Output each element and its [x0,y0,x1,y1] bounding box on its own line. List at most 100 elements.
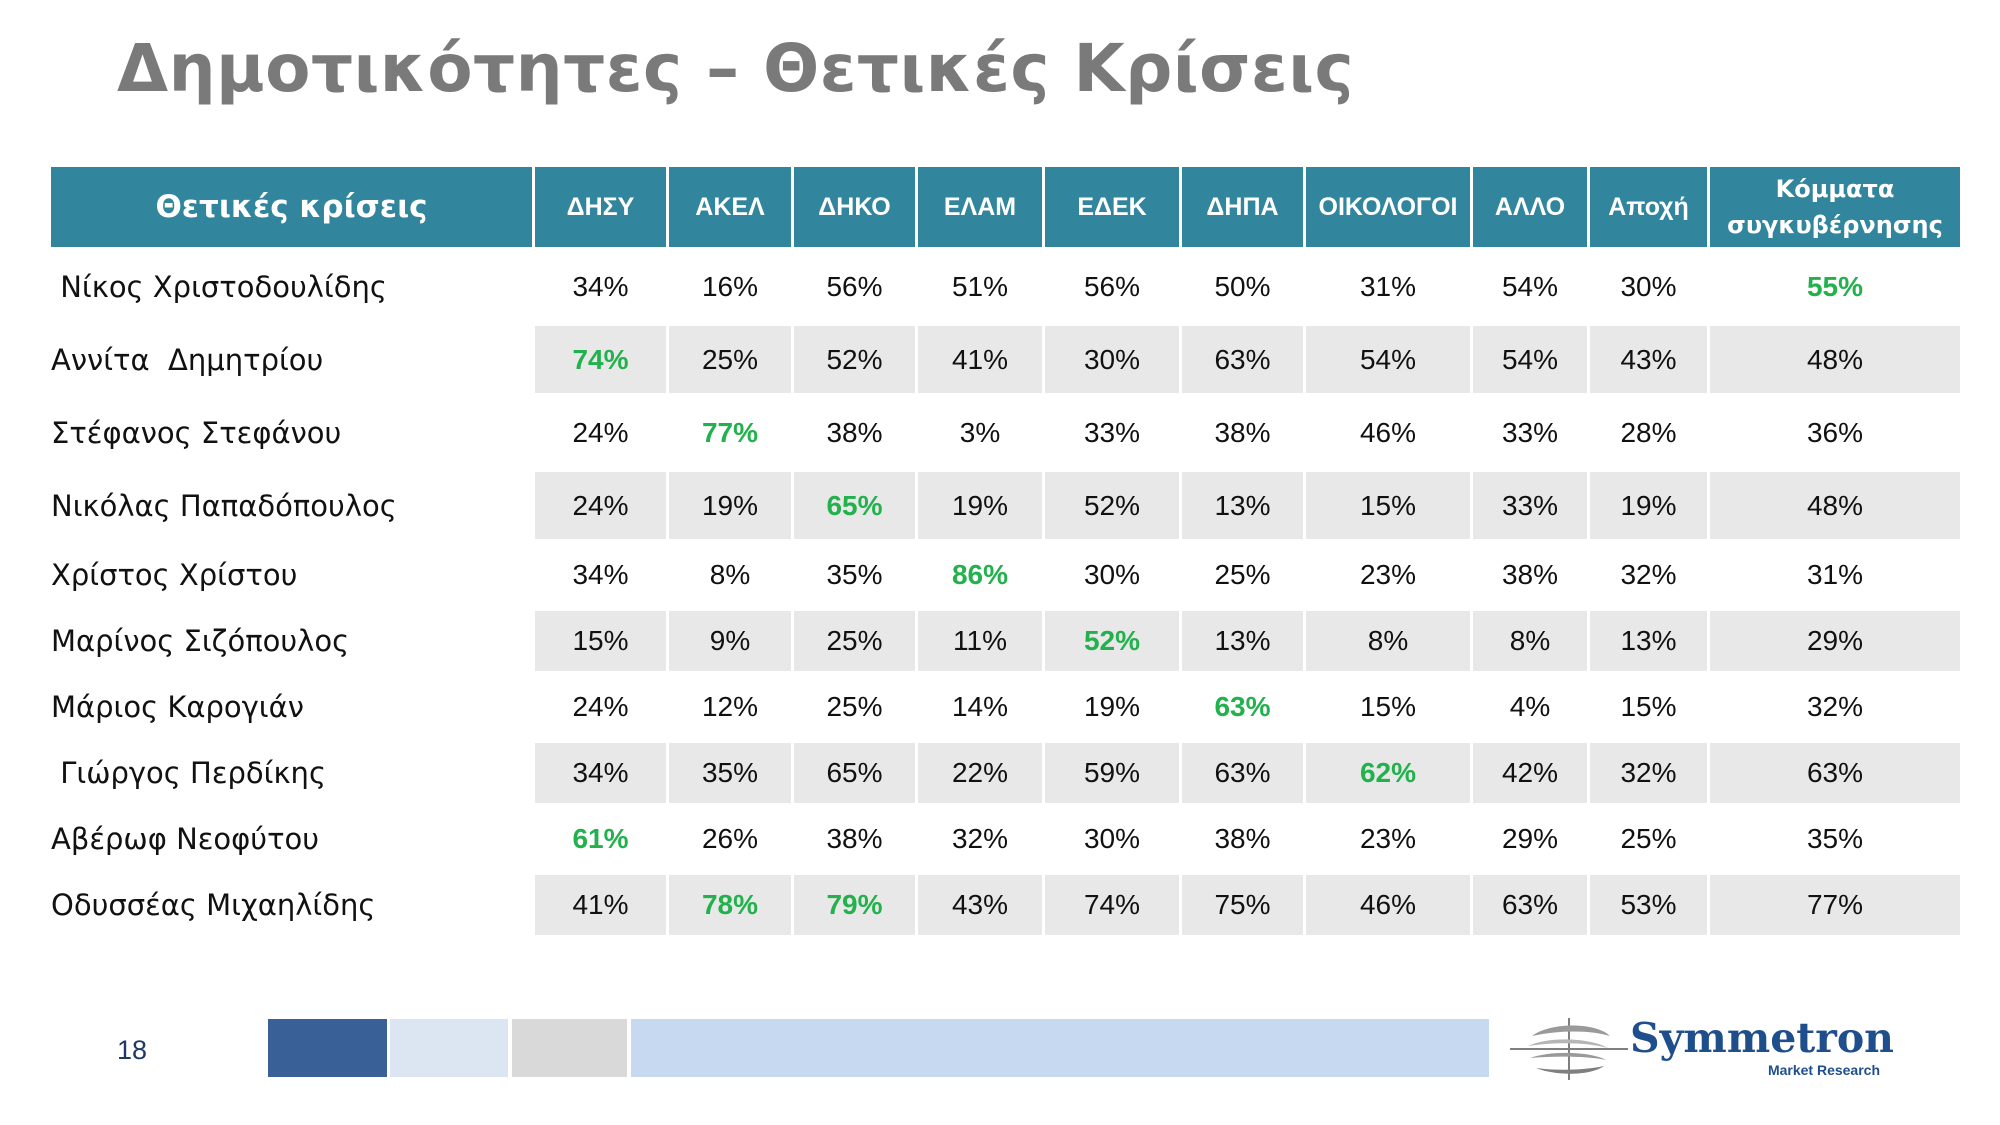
rating-cell: 77% [701,416,759,448]
rating-cell: 38% [1214,823,1271,854]
header-coalition-line: συγκυβέρνησης [1727,211,1943,239]
rating-cell: 23% [1359,559,1417,590]
table-row: Στέφανος Στεφάνου 24% 77% 38% 3% 33% 38% 46% 33%… [51,396,1960,469]
rating-cell: 3% [959,416,1001,448]
rating-cell: 34% [572,559,629,590]
rating-cell: 26% [701,823,759,854]
rating-cell: 35% [669,740,791,806]
rating-cell: 25% [1214,559,1271,590]
table-row: Μάριος Καρογιάν 24% 12% 25% 14% 19% 63% 15% 4% 15… [51,674,1960,740]
rating-cell: 13% [1182,469,1303,542]
rating-cell: 19% [669,469,791,542]
rating-cell: 30% [1045,323,1179,396]
rating-cell: 15% [1359,691,1417,722]
rating-cell: 35% [826,559,883,590]
candidate-name: Αννίτα Δημητρίου [51,342,324,377]
table-row: Νίκος Χριστοδουλίδης 34% 16% 56% 51% 56% 50% 31… [51,250,1960,323]
rating-cell: 14% [951,691,1009,722]
candidate-name: Στέφανος Στεφάνου [51,415,342,450]
page-number: 18 [117,1035,148,1065]
rating-cell: 79% [794,872,915,938]
footer-bar-dark [268,1019,387,1077]
positive-ratings-table: Θετικές κρίσεις ΔΗΣΥ ΑΚΕΛ ΔΗΚΟ ΕΛΑΜ ΕΔΕΚ ΔΗΠΑ… [48,167,1963,938]
rating-cell: 77% [1710,872,1960,938]
rating-cell: 25% [826,691,883,722]
rating-cell: 13% [1182,608,1303,674]
rating-cell: 33% [1473,469,1587,542]
rating-cell: 62% [1306,740,1470,806]
rating-cell: 32% [951,823,1009,854]
rating-cell: 33% [1501,416,1559,448]
rating-cell: 19% [1083,691,1141,722]
rating-cell: 31% [1806,559,1864,590]
candidate-name: Νικόλας Παπαδόπουλος [51,488,397,523]
rating-cell: 65% [794,740,915,806]
header-column: ΔΗΠΑ [1182,167,1303,250]
rating-cell: 25% [669,323,791,396]
rating-cell: 4% [1509,691,1551,722]
rating-cell: 48% [1710,323,1960,396]
header-column: ΑΛΛΟ [1473,167,1587,250]
table-row: Μαρίνος Σιζόπουλος 15% 9% 25% 11% 52% 13% 8% 8% 1… [51,608,1960,674]
header-column: Αποχή [1590,167,1707,250]
header-column: ΔΗΚΟ [794,167,915,250]
rating-cell: 19% [918,469,1042,542]
symmetron-logo: Symmetron Market Research [1510,1010,1894,1090]
header-column: ΑΚΕΛ [669,167,791,250]
footer-bar-gray [512,1019,627,1077]
rating-cell: 43% [1590,323,1707,396]
rating-cell: 38% [1214,416,1271,448]
rating-cell: 42% [1473,740,1587,806]
rating-cell: 24% [572,416,629,448]
slide-title: Δημοτικότητες – Θετικές Κρίσεις [117,30,1355,107]
rating-cell: 48% [1710,469,1960,542]
rating-cell: 78% [669,872,791,938]
logo-name: Symmetron [1630,1014,1894,1062]
rating-cell: 38% [826,416,883,448]
rating-cell: 24% [535,469,666,542]
table-body: Νίκος Χριστοδουλίδης 34% 16% 56% 51% 56% 50% 31… [51,250,1960,938]
rating-cell: 34% [572,270,629,302]
rating-cell: 9% [669,608,791,674]
table-row: Αννίτα Δημητρίου 74% 25% 52% 41% 30% 63% 54% 54%… [51,323,1960,396]
rating-cell: 51% [951,270,1009,302]
header-candidate: Θετικές κρίσεις [51,167,532,250]
rating-cell: 65% [794,469,915,542]
rating-cell: 8% [1473,608,1587,674]
rating-cell: 52% [1045,469,1179,542]
table-row: Οδυσσέας Μιχαηλίδης 41% 78% 79% 43% 74% 75% 46%… [51,872,1960,938]
rating-cell: 30% [1620,270,1677,302]
rating-cell: 41% [918,323,1042,396]
rating-cell: 25% [794,608,915,674]
rating-cell: 52% [1045,608,1179,674]
rating-cell: 63% [1710,740,1960,806]
rating-cell: 43% [918,872,1042,938]
rating-cell: 24% [572,691,629,722]
table-row: Αβέρωφ Νεοφύτου 61% 26% 38% 32% 30% 38% 23% 29% 2… [51,806,1960,872]
rating-cell: 54% [1306,323,1470,396]
rating-cell: 15% [1306,469,1470,542]
rating-cell: 30% [1083,559,1141,590]
rating-cell: 31% [1359,270,1417,302]
rating-cell: 8% [1306,608,1470,674]
rating-cell: 8% [709,559,751,590]
rating-cell: 63% [1214,691,1271,722]
header-column: ΔΗΣΥ [535,167,666,250]
rating-cell: 19% [1590,469,1707,542]
rating-cell: 63% [1182,740,1303,806]
rating-cell: 38% [1501,559,1559,590]
rating-cell: 53% [1590,872,1707,938]
rating-cell: 86% [951,559,1009,590]
table-row: Νικόλας Παπαδόπουλος 24% 19% 65% 19% 52% 13% 15… [51,469,1960,542]
candidate-name: Οδυσσέας Μιχαηλίδης [51,888,376,922]
rating-cell: 74% [1045,872,1179,938]
rating-cell: 15% [1620,691,1677,722]
rating-cell: 15% [535,608,666,674]
rating-cell: 56% [826,270,883,302]
rating-cell: 41% [535,872,666,938]
header-column: ΕΛΑΜ [918,167,1042,250]
footer-bar-long [631,1019,1489,1077]
candidate-name: Αβέρωφ Νεοφύτου [51,822,320,856]
rating-cell: 13% [1590,608,1707,674]
rating-cell: 16% [701,270,759,302]
